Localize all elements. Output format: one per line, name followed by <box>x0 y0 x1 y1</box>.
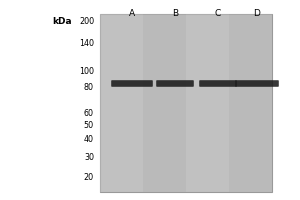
Text: 40: 40 <box>84 136 94 144</box>
FancyBboxPatch shape <box>156 80 194 87</box>
Bar <box>100 14 143 192</box>
FancyBboxPatch shape <box>199 80 237 87</box>
Text: 20: 20 <box>84 172 94 182</box>
Bar <box>100 14 272 192</box>
Text: 80: 80 <box>84 84 94 92</box>
Text: kDa: kDa <box>52 17 72 26</box>
Text: A: A <box>129 9 135 18</box>
FancyBboxPatch shape <box>235 80 279 87</box>
Text: 200: 200 <box>79 18 94 26</box>
Bar <box>186 14 229 192</box>
Bar <box>229 14 272 192</box>
Text: B: B <box>172 9 178 18</box>
Bar <box>143 14 186 192</box>
Text: D: D <box>254 9 260 18</box>
Text: 140: 140 <box>79 40 94 48</box>
Text: 30: 30 <box>84 152 94 162</box>
Text: 50: 50 <box>84 121 94 130</box>
Text: 100: 100 <box>79 66 94 75</box>
FancyBboxPatch shape <box>111 80 153 87</box>
Text: C: C <box>215 9 221 18</box>
Text: 60: 60 <box>84 108 94 117</box>
